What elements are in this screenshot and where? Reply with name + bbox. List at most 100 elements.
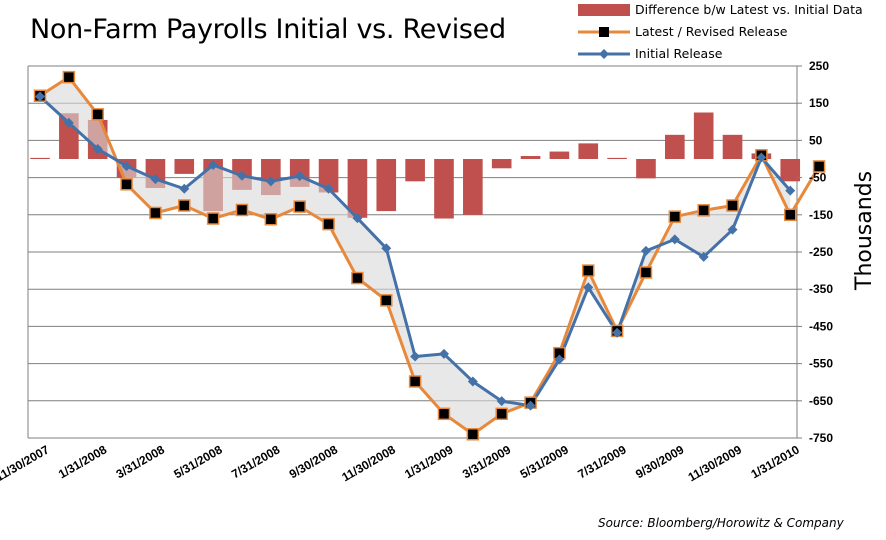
x-axis-ticks: 11/30/2007 1/31/2008 3/31/2008 5/31/2008 7/3… bbox=[0, 442, 802, 484]
legend-label-initial: Initial Release bbox=[635, 46, 723, 61]
initial-point bbox=[727, 224, 738, 235]
revised-point bbox=[408, 375, 422, 388]
revised-point bbox=[466, 428, 480, 441]
difference-bar bbox=[578, 143, 599, 159]
difference-bar bbox=[636, 159, 656, 179]
revised-point bbox=[668, 210, 682, 223]
legend-label-revised: Latest / Revised Release bbox=[635, 24, 788, 39]
initial-point bbox=[669, 234, 680, 245]
revised-point bbox=[62, 70, 76, 84]
chart-title: Non-Farm Payrolls Initial vs. Revised bbox=[30, 14, 506, 45]
y-tick-label: -450 bbox=[809, 319, 833, 333]
revised-point bbox=[149, 206, 162, 220]
legend-item-initial: Initial Release bbox=[578, 45, 878, 63]
x-tick-label: 3/31/2008 bbox=[114, 442, 168, 481]
revised-point bbox=[91, 108, 104, 121]
x-tick-label: 1/31/2010 bbox=[749, 442, 803, 481]
initial-point bbox=[467, 376, 478, 387]
revised-point bbox=[178, 199, 191, 212]
revised-point bbox=[697, 204, 710, 217]
initial-point bbox=[352, 213, 363, 224]
x-tick-label: 5/31/2009 bbox=[518, 442, 572, 481]
initial-point bbox=[236, 170, 247, 181]
difference-bar bbox=[318, 159, 339, 193]
y-tick-label: -50 bbox=[809, 171, 827, 185]
revised-point bbox=[293, 200, 306, 213]
revised-point bbox=[812, 160, 826, 173]
y-tick-label: 150 bbox=[809, 96, 829, 110]
y-tick-label: 50 bbox=[809, 133, 823, 147]
y-axis-label: Thousands bbox=[852, 170, 877, 290]
difference-bar bbox=[30, 157, 50, 159]
y-tick-label: -550 bbox=[809, 357, 833, 371]
initial-point bbox=[410, 351, 421, 362]
initial-point bbox=[63, 117, 74, 128]
initial-point bbox=[583, 282, 594, 293]
difference-bar bbox=[376, 159, 397, 212]
difference-bar bbox=[549, 151, 570, 159]
difference-shade bbox=[40, 77, 791, 435]
x-tick-label: 5/31/2008 bbox=[171, 442, 225, 481]
initial-point bbox=[179, 183, 190, 194]
initial-point bbox=[438, 348, 449, 359]
initial-point bbox=[265, 176, 276, 187]
revised-line bbox=[39, 75, 821, 436]
x-tick-label: 9/30/2008 bbox=[287, 442, 341, 481]
revised-point bbox=[639, 266, 653, 279]
y-tick-label: 250 bbox=[809, 59, 829, 73]
legend-line-swatch-initial bbox=[578, 49, 630, 59]
revised-point bbox=[783, 208, 797, 222]
x-tick-label: 3/31/2009 bbox=[460, 442, 514, 481]
difference-bar bbox=[463, 159, 483, 215]
y-tick-label: -150 bbox=[809, 208, 833, 222]
difference-bar bbox=[693, 112, 714, 159]
legend-label-difference: Difference b/w Latest vs. Initial Data bbox=[635, 2, 863, 17]
difference-bar bbox=[491, 159, 512, 169]
revised-point bbox=[264, 213, 278, 226]
y-axis-ticks: 250 150 50 -50 -150 -250 -350 -450 -550 -650 -750 bbox=[797, 59, 833, 445]
difference-bar bbox=[347, 159, 368, 218]
initial-point bbox=[208, 159, 219, 170]
difference-bar bbox=[405, 159, 425, 182]
difference-bar bbox=[665, 134, 685, 159]
initial-point bbox=[525, 400, 536, 411]
x-tick-label: 1/31/2009 bbox=[402, 442, 456, 481]
series-lines bbox=[33, 70, 826, 441]
difference-bar bbox=[520, 156, 541, 159]
x-tick-label: 1/31/2008 bbox=[56, 442, 110, 481]
difference-bar bbox=[174, 159, 195, 174]
initial-point bbox=[698, 251, 709, 262]
legend-item-revised: Latest / Revised Release bbox=[578, 23, 878, 41]
revised-point bbox=[437, 407, 451, 421]
y-tick-label: -350 bbox=[809, 282, 833, 296]
revised-point bbox=[380, 294, 393, 307]
x-tick-label: 11/30/2007 bbox=[0, 442, 52, 484]
y-tick-label: -650 bbox=[809, 394, 833, 408]
difference-bar bbox=[607, 157, 627, 159]
initial-point bbox=[92, 143, 103, 154]
x-tick-label: 9/30/2009 bbox=[633, 442, 687, 481]
x-tick-label: 11/30/2009 bbox=[686, 442, 745, 484]
revised-point bbox=[235, 203, 249, 217]
revised-point bbox=[495, 407, 508, 421]
initial-point bbox=[381, 243, 392, 254]
x-tick-label: 7/31/2008 bbox=[229, 442, 283, 481]
initial-point bbox=[35, 91, 45, 102]
initial-point bbox=[640, 245, 651, 256]
initial-point bbox=[785, 185, 796, 196]
difference-bar bbox=[722, 134, 743, 159]
legend-bar-swatch bbox=[578, 4, 630, 16]
revised-point bbox=[582, 264, 595, 277]
revised-point bbox=[351, 271, 364, 285]
legend-line-swatch-revised bbox=[578, 27, 630, 37]
initial-point bbox=[323, 183, 334, 194]
source-note: Source: Bloomberg/Horowitz & Company bbox=[598, 516, 844, 530]
y-tick-label: -250 bbox=[809, 245, 833, 259]
x-tick-label: 11/30/2008 bbox=[339, 442, 398, 484]
initial-point bbox=[121, 161, 132, 172]
y-tick-label: -750 bbox=[809, 431, 833, 445]
revised-point bbox=[322, 217, 335, 231]
initial-point bbox=[496, 396, 507, 407]
difference-bar bbox=[780, 159, 801, 182]
